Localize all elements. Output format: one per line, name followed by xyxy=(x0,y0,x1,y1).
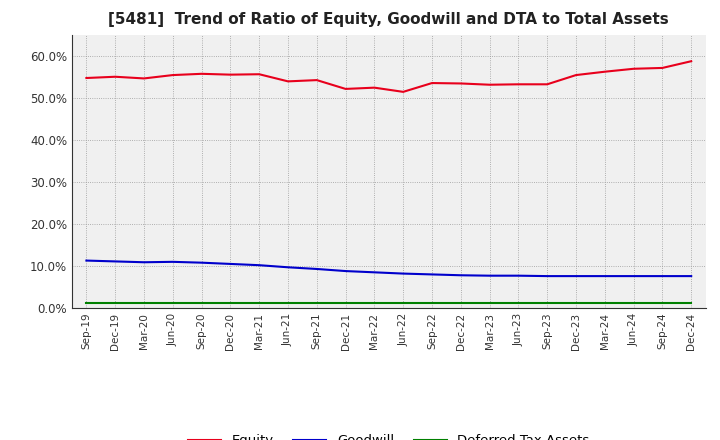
Goodwill xyxy=(399,271,408,276)
Equity xyxy=(370,85,379,90)
Goodwill xyxy=(629,274,638,279)
Equity xyxy=(658,65,667,70)
Goodwill xyxy=(428,272,436,277)
Equity xyxy=(312,77,321,83)
Deferred Tax Assets xyxy=(312,301,321,306)
Goodwill xyxy=(284,264,292,270)
Equity xyxy=(687,59,696,64)
Equity xyxy=(399,89,408,95)
Line: Equity: Equity xyxy=(86,61,691,92)
Deferred Tax Assets xyxy=(543,301,552,306)
Deferred Tax Assets xyxy=(140,301,148,306)
Deferred Tax Assets xyxy=(629,301,638,306)
Equity xyxy=(543,82,552,87)
Equity xyxy=(600,69,609,74)
Goodwill xyxy=(687,274,696,279)
Deferred Tax Assets xyxy=(572,301,580,306)
Goodwill xyxy=(168,259,177,264)
Equity xyxy=(111,74,120,79)
Goodwill xyxy=(140,260,148,265)
Goodwill xyxy=(312,266,321,271)
Equity xyxy=(197,71,206,77)
Deferred Tax Assets xyxy=(341,301,350,306)
Title: [5481]  Trend of Ratio of Equity, Goodwill and DTA to Total Assets: [5481] Trend of Ratio of Equity, Goodwil… xyxy=(109,12,669,27)
Equity xyxy=(428,81,436,86)
Equity xyxy=(226,72,235,77)
Equity xyxy=(341,86,350,92)
Deferred Tax Assets xyxy=(399,301,408,306)
Deferred Tax Assets xyxy=(600,301,609,306)
Goodwill xyxy=(370,270,379,275)
Deferred Tax Assets xyxy=(687,301,696,306)
Goodwill xyxy=(255,263,264,268)
Equity xyxy=(485,82,494,88)
Deferred Tax Assets xyxy=(485,301,494,306)
Goodwill xyxy=(485,273,494,279)
Goodwill xyxy=(341,268,350,274)
Equity xyxy=(168,73,177,78)
Deferred Tax Assets xyxy=(82,301,91,306)
Deferred Tax Assets xyxy=(370,301,379,306)
Goodwill xyxy=(600,274,609,279)
Deferred Tax Assets xyxy=(111,301,120,306)
Deferred Tax Assets xyxy=(226,301,235,306)
Deferred Tax Assets xyxy=(284,301,292,306)
Deferred Tax Assets xyxy=(197,301,206,306)
Legend: Equity, Goodwill, Deferred Tax Assets: Equity, Goodwill, Deferred Tax Assets xyxy=(183,429,595,440)
Goodwill xyxy=(111,259,120,264)
Deferred Tax Assets xyxy=(428,301,436,306)
Equity xyxy=(284,79,292,84)
Goodwill xyxy=(226,261,235,267)
Equity xyxy=(514,82,523,87)
Goodwill xyxy=(572,274,580,279)
Equity xyxy=(572,73,580,78)
Deferred Tax Assets xyxy=(514,301,523,306)
Deferred Tax Assets xyxy=(658,301,667,306)
Deferred Tax Assets xyxy=(255,301,264,306)
Equity xyxy=(255,72,264,77)
Deferred Tax Assets xyxy=(456,301,465,306)
Equity xyxy=(456,81,465,86)
Equity xyxy=(140,76,148,81)
Line: Goodwill: Goodwill xyxy=(86,260,691,276)
Equity xyxy=(629,66,638,71)
Goodwill xyxy=(543,274,552,279)
Goodwill xyxy=(82,258,91,263)
Deferred Tax Assets xyxy=(168,301,177,306)
Goodwill xyxy=(658,274,667,279)
Goodwill xyxy=(197,260,206,265)
Goodwill xyxy=(514,273,523,279)
Goodwill xyxy=(456,273,465,278)
Equity xyxy=(82,75,91,81)
